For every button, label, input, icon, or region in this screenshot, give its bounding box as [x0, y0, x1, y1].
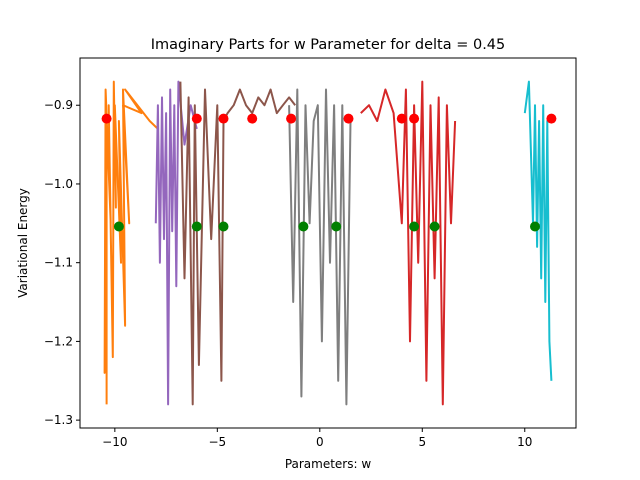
x-tick-label: 5 — [418, 435, 426, 449]
marker-point — [298, 221, 309, 232]
marker-point — [409, 221, 420, 232]
marker-point — [191, 113, 202, 124]
marker-point — [218, 113, 229, 124]
series-line-4 — [288, 88, 352, 406]
y-axis: −0.9 −1.0 −1.1 −1.2 −1.3 — [44, 98, 80, 427]
marker-point — [331, 221, 342, 232]
x-tick-label: 0 — [316, 435, 324, 449]
x-axis-label: Parameters: w — [285, 457, 372, 471]
y-tick-label: −1.1 — [44, 256, 73, 270]
axes-frame — [79, 57, 577, 429]
series-line-5 — [360, 80, 457, 406]
marker-point — [191, 221, 202, 232]
marker-point — [113, 221, 124, 232]
y-tick-label: −0.9 — [44, 98, 73, 112]
y-axis-label: Variational Energy — [16, 188, 30, 298]
plot-area — [101, 80, 557, 406]
series-line-6 — [523, 80, 553, 381]
marker-point — [101, 113, 112, 124]
x-tick-label: −5 — [208, 435, 226, 449]
marker-point — [247, 113, 258, 124]
series-line-1 — [103, 80, 159, 405]
marker-point — [429, 221, 440, 232]
marker-point — [530, 221, 540, 232]
y-tick-label: −1.0 — [44, 177, 73, 191]
x-tick-label: 10 — [517, 435, 532, 449]
y-tick-label: −1.2 — [44, 334, 73, 348]
marker-point — [286, 113, 297, 124]
x-tick-label: −10 — [102, 435, 127, 449]
y-tick-label: −1.3 — [44, 413, 73, 427]
marker-point — [218, 221, 229, 232]
chart-title: Imaginary Parts for w Parameter for delt… — [151, 37, 506, 53]
marker-point — [343, 113, 354, 124]
x-axis: −10 −5 0 5 10 — [102, 428, 532, 449]
series-line-2 — [154, 80, 198, 406]
marker-point — [396, 113, 407, 124]
series-line-3 — [179, 81, 296, 406]
marker-point — [546, 113, 557, 124]
marker-point — [409, 113, 420, 124]
